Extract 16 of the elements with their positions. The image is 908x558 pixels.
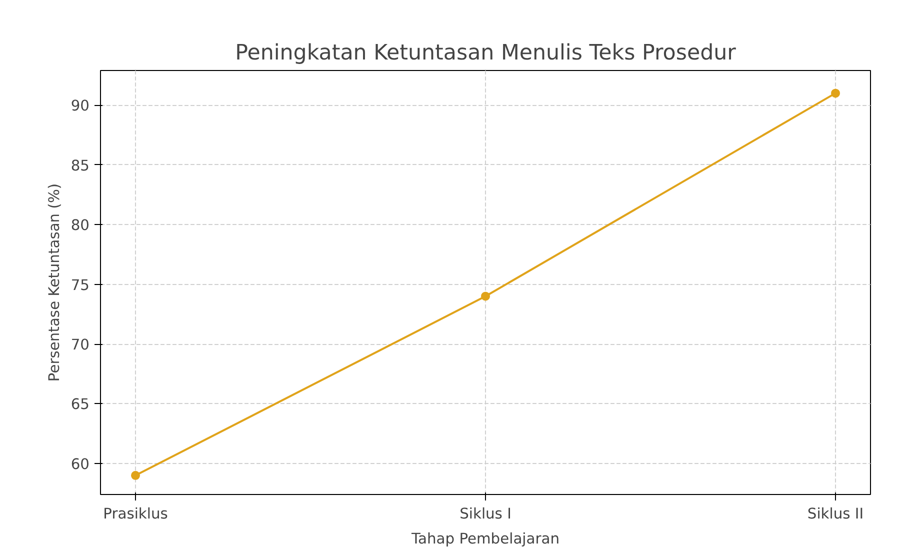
x-axis-title: Tahap Pembelajaran (410, 530, 560, 548)
chart-title: Peningkatan Ketuntasan Menulis Teks Prosedur (235, 40, 736, 66)
y-axis-title: Persentase Ketuntasan (%) (46, 183, 63, 382)
y-tick-label: 85 (70, 157, 90, 174)
point (831, 88, 840, 98)
x-tick-label: Siklus I (460, 506, 512, 522)
y-tick-label: 90 (70, 98, 90, 115)
point (131, 470, 140, 480)
x-tick-label: Siklus II (807, 506, 864, 522)
y-tick-label: 75 (70, 276, 90, 294)
x-tick-label: Prasiklus (103, 506, 168, 522)
y-tick-label: 70 (70, 336, 90, 354)
y-tick-label: 65 (70, 396, 90, 414)
y-tick-label: 60 (70, 456, 90, 473)
point (481, 292, 490, 301)
y-tick-label: 80 (70, 217, 90, 234)
